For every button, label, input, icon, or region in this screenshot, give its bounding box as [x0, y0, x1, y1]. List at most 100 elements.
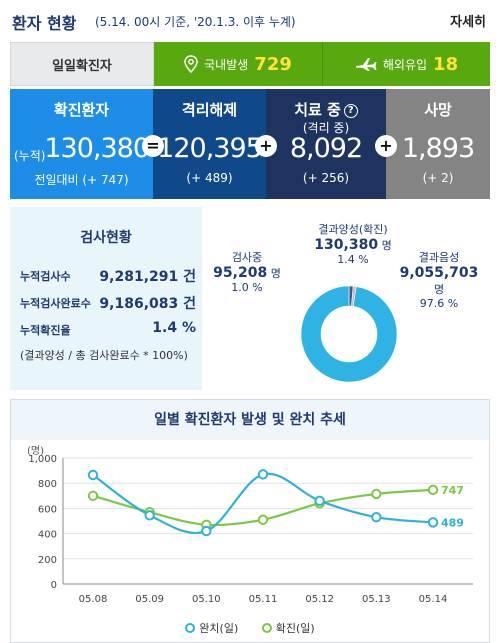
- released-card: 격리해제 120,395 (+ 489): [153, 89, 266, 199]
- overseas-cases: 해외유입 18: [322, 42, 490, 86]
- equals-icon: =: [142, 135, 164, 157]
- data-point: [87, 490, 99, 501]
- domestic-label: 국내발생: [204, 57, 249, 72]
- y-tick-label: 400: [38, 530, 57, 541]
- legend-marker: [261, 623, 272, 633]
- x-tick-label: 05.12: [305, 594, 334, 605]
- testing-row-label: 누적검사수: [20, 270, 71, 283]
- pie-testing-pct: 1.0 %: [231, 281, 263, 294]
- trend-chart-title: 일별 확진환자 발생 및 완치 추세: [11, 400, 489, 440]
- testing-row-value: 9,186,083 건: [99, 296, 196, 312]
- confirmed-value: 130,380: [44, 133, 150, 164]
- x-tick-label: 05.08: [79, 594, 108, 605]
- location-pin-icon: [184, 55, 198, 73]
- pie-slice-negative: [300, 285, 398, 383]
- deaths-value: 1,893: [401, 133, 475, 164]
- released-value: 120,395: [157, 133, 263, 164]
- testing-row-value: 1.4 %: [152, 320, 196, 336]
- data-point: [257, 469, 269, 480]
- treating-label: 치료 중: [294, 101, 341, 119]
- plus-icon: +: [375, 135, 397, 157]
- confirmed-label: 확진환자: [53, 101, 110, 119]
- confirmed-prefix: (누적): [14, 149, 46, 163]
- cumulative-stats: 확진환자 (누적) 130,380 전일대비 (+ 747) 격리해제 120,…: [10, 89, 490, 199]
- legend-label: 확진(일): [275, 622, 315, 635]
- pie-positive-label: 결과양성(확진) 130,380 명 1.4 %: [298, 221, 408, 266]
- pie-positive-pct: 1.4 %: [337, 253, 369, 266]
- testing-pie-chart: [300, 285, 398, 383]
- treating-change: (+ 256): [302, 171, 350, 185]
- testing-pie-panel: 결과양성(확진) 130,380 명 1.4 % 검사중 95,208 명 1.…: [202, 207, 490, 390]
- pie-negative-title: 결과음성: [418, 251, 460, 264]
- data-point: [201, 525, 212, 537]
- testing-row-value: 9,281,291 건: [99, 269, 196, 285]
- series-end-label: 747: [441, 484, 464, 497]
- deaths-card: 사망 1,893 (+ 2): [386, 89, 490, 199]
- treating-value: 8,092: [289, 133, 363, 164]
- x-tick-label: 05.14: [419, 594, 448, 605]
- data-point: [314, 495, 325, 507]
- y-tick-label: 0: [51, 580, 57, 591]
- help-icon[interactable]: ?: [343, 104, 358, 118]
- treating-sub-label: (격리 중): [302, 121, 350, 135]
- data-point: [144, 510, 155, 521]
- pie-positive-title: 결과양성(확진): [318, 223, 388, 236]
- testing-summary: 검사현황 누적검사수 9,281,291 건 누적검사완료수 9,186,083…: [10, 207, 202, 390]
- testing-panel: 검사현황 누적검사수 9,281,291 건 누적검사완료수 9,186,083…: [10, 207, 490, 390]
- confirmed-change: 전일대비 (+ 747): [34, 173, 129, 187]
- x-tick-label: 05.13: [362, 594, 391, 605]
- overseas-value: 18: [433, 53, 459, 75]
- data-point: [87, 469, 99, 481]
- legend-item-recovered[interactable]: 완치(일): [185, 620, 238, 636]
- legend-item-confirmed[interactable]: 확진(일): [261, 620, 315, 636]
- pie-negative-pct: 97.6 %: [419, 297, 459, 310]
- y-axis-label: (명): [27, 445, 44, 457]
- pie-testing-label: 검사중 95,208 명 1.0 %: [206, 249, 288, 294]
- legend-marker: [185, 623, 196, 633]
- data-point: [427, 484, 439, 496]
- deaths-label: 사망: [424, 101, 452, 119]
- y-tick-label: 200: [38, 555, 57, 566]
- header: 환자 현황 (5.14. 00시 기준, '20.1.3. 이후 누계) 자세히: [0, 0, 500, 40]
- x-tick-label: 05.10: [192, 594, 221, 605]
- data-point: [427, 517, 439, 528]
- treating-card: 치료 중? (격리 중) 8,092 (+ 256): [266, 89, 386, 199]
- testing-row-label: 누적검사완료수: [20, 297, 91, 310]
- more-link[interactable]: 자세히: [450, 15, 486, 30]
- released-label: 격리해제: [181, 101, 238, 119]
- pie-positive-unit: 명: [381, 239, 392, 252]
- pie-negative-value: 9,055,703: [399, 265, 479, 281]
- released-change: (+ 489): [186, 171, 233, 185]
- daily-cases-bar: 일일확진자 국내발생 729 해외유입 18: [10, 42, 490, 86]
- domestic-value: 729: [254, 53, 292, 75]
- trend-chart-panel: 일별 확진환자 발생 및 완치 추세 (명) 0 200 400 600 800 1,000…: [10, 399, 490, 643]
- airplane-icon: [355, 56, 377, 72]
- pie-positive-value: 130,380: [314, 237, 379, 253]
- testing-note: (결과양성 / 총 검사완료수 * 100%): [20, 349, 188, 362]
- plus-icon: +: [255, 135, 277, 157]
- legend-label: 완치(일): [199, 622, 239, 635]
- pie-negative-label: 결과음성 9,055,703 명 97.6 %: [390, 249, 488, 310]
- data-point: [371, 488, 382, 500]
- page-title: 환자 현황: [12, 14, 77, 33]
- y-tick-label: 1,000: [28, 454, 57, 465]
- pie-testing-value: 95,208: [213, 265, 268, 281]
- page-subtitle: (5.14. 00시 기준, '20.1.3. 이후 누계): [95, 15, 296, 29]
- testing-title: 검사현황: [80, 230, 132, 246]
- domestic-cases: 국내발생 729: [154, 42, 322, 86]
- x-tick-label: 05.11: [249, 594, 278, 605]
- pie-testing-unit: 명: [270, 267, 281, 280]
- deaths-change: (+ 2): [422, 171, 454, 185]
- confirmed-card: 확진환자 (누적) 130,380 전일대비 (+ 747): [10, 89, 153, 199]
- data-point: [257, 514, 269, 525]
- pie-negative-unit: 명: [433, 283, 445, 296]
- chart-legend: 완치(일) 확진(일): [11, 620, 489, 636]
- overseas-label: 해외유입: [382, 57, 428, 72]
- x-tick-label: 05.09: [135, 594, 164, 605]
- testing-row-label: 누적확진율: [20, 324, 71, 337]
- y-tick-label: 800: [38, 479, 57, 490]
- pie-testing-title: 검사중: [231, 251, 263, 264]
- daily-cases-label: 일일확진자: [10, 42, 154, 86]
- data-point: [371, 512, 382, 523]
- y-tick-label: 600: [38, 504, 57, 515]
